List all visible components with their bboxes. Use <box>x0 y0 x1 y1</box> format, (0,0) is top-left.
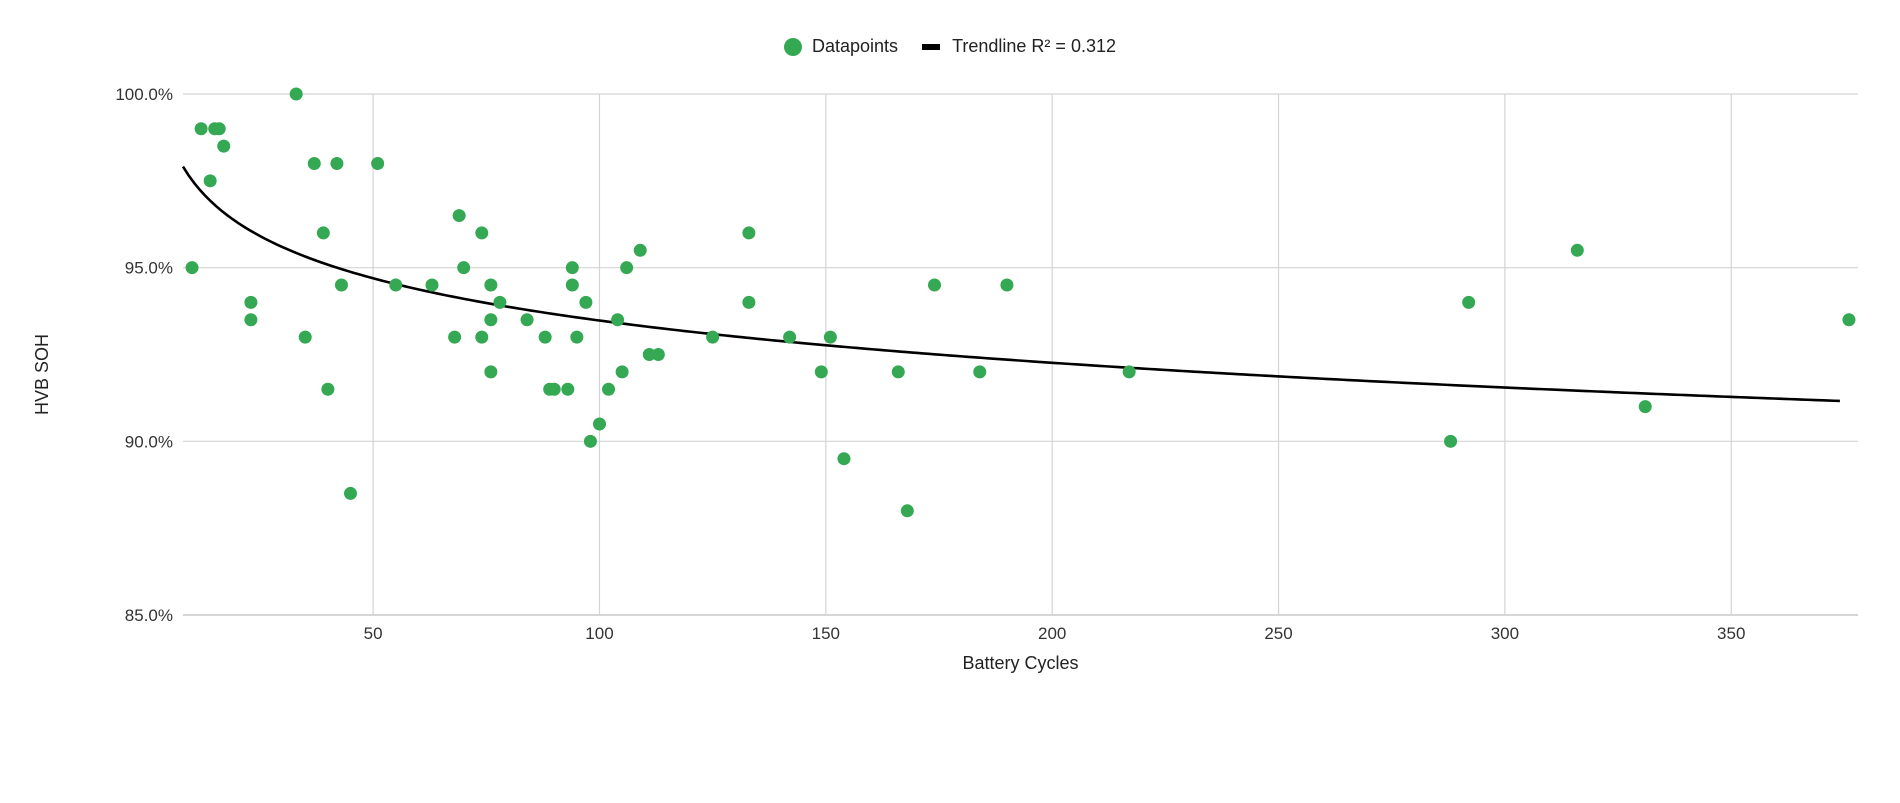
data-point[interactable] <box>1444 434 1458 448</box>
data-point[interactable] <box>334 278 348 292</box>
data-point[interactable] <box>742 295 756 309</box>
data-point[interactable] <box>565 261 579 275</box>
x-axis-ticks: 50 100 150 200 250 300 350 <box>364 624 1746 643</box>
data-point[interactable] <box>579 295 593 309</box>
data-point[interactable] <box>316 226 330 240</box>
data-point[interactable] <box>389 278 403 292</box>
data-point[interactable] <box>783 330 797 344</box>
y-axis-ticks: 85.0% 90.0% 95.0% 100.0% <box>115 85 173 625</box>
x-tick-label: 250 <box>1264 624 1292 643</box>
data-point[interactable] <box>307 156 321 170</box>
data-point[interactable] <box>520 313 534 327</box>
data-point[interactable] <box>244 295 258 309</box>
legend-marker-datapoints <box>784 37 802 56</box>
trendline <box>181 165 1840 403</box>
data-point[interactable] <box>742 226 756 240</box>
data-point[interactable] <box>484 278 498 292</box>
data-point[interactable] <box>371 156 385 170</box>
x-tick-label: 50 <box>364 624 383 643</box>
x-axis-title: Battery Cycles <box>962 653 1078 673</box>
data-point[interactable] <box>321 382 335 396</box>
data-point[interactable] <box>185 261 199 275</box>
data-point[interactable] <box>344 486 357 500</box>
data-point[interactable] <box>565 278 579 292</box>
data-point[interactable] <box>448 330 462 344</box>
data-point[interactable] <box>484 365 498 379</box>
x-tick-label: 300 <box>1491 624 1519 643</box>
data-point[interactable] <box>1462 295 1476 309</box>
x-tick-label: 350 <box>1717 624 1745 643</box>
data-point[interactable] <box>212 122 226 136</box>
data-point[interactable] <box>823 330 837 344</box>
legend-marker-trendline <box>922 43 941 50</box>
data-point[interactable] <box>1000 278 1014 292</box>
data-point[interactable] <box>706 330 720 344</box>
data-point[interactable] <box>592 417 606 431</box>
data-point[interactable] <box>561 382 575 396</box>
x-tick-label: 150 <box>812 624 840 643</box>
data-point[interactable] <box>611 313 625 327</box>
data-point[interactable] <box>493 295 507 309</box>
data-point[interactable] <box>642 348 656 361</box>
data-point[interactable] <box>583 434 597 448</box>
data-point[interactable] <box>203 174 217 188</box>
data-point[interactable] <box>570 330 584 344</box>
data-point[interactable] <box>289 87 303 101</box>
x-tick-label: 200 <box>1038 624 1066 643</box>
data-point[interactable] <box>651 348 665 361</box>
data-point[interactable] <box>1842 313 1856 327</box>
data-point[interactable] <box>217 139 231 153</box>
data-point[interactable] <box>484 313 498 327</box>
data-point[interactable] <box>900 504 914 518</box>
legend-label-datapoints: Datapoints <box>812 36 899 56</box>
data-point[interactable] <box>547 382 561 396</box>
x-tick-label: 100 <box>585 624 613 643</box>
data-point[interactable] <box>1638 400 1652 414</box>
y-tick-label: 95.0% <box>125 259 173 278</box>
legend-item-datapoints[interactable]: Datapoints <box>784 36 898 57</box>
data-point[interactable] <box>615 365 629 379</box>
data-point[interactable] <box>425 278 439 292</box>
data-point[interactable] <box>194 122 208 136</box>
data-point[interactable] <box>633 243 647 257</box>
data-point[interactable] <box>620 261 634 275</box>
data-point[interactable] <box>298 330 312 344</box>
legend: Datapoints Trendline R² = 0.312 <box>0 36 1900 57</box>
data-point[interactable] <box>475 330 489 344</box>
data-point[interactable] <box>1122 365 1136 379</box>
data-point[interactable] <box>330 156 344 170</box>
legend-label-trendline: Trendline R² = 0.312 <box>952 36 1116 56</box>
data-points <box>185 87 1856 518</box>
data-point[interactable] <box>475 226 489 240</box>
data-point[interactable] <box>837 452 851 466</box>
y-tick-label: 85.0% <box>125 606 173 625</box>
data-point[interactable] <box>891 365 905 379</box>
data-point[interactable] <box>244 313 258 327</box>
data-point[interactable] <box>602 382 616 396</box>
data-point[interactable] <box>1570 243 1584 257</box>
trendline-path <box>181 165 1840 403</box>
y-axis-title: HVB SOH <box>32 334 52 415</box>
gridlines <box>183 93 1858 616</box>
y-tick-label: 100.0% <box>115 85 173 104</box>
data-point[interactable] <box>927 278 941 292</box>
y-tick-label: 90.0% <box>125 432 173 451</box>
data-point[interactable] <box>814 365 828 379</box>
data-point[interactable] <box>538 330 552 344</box>
data-point[interactable] <box>973 365 987 379</box>
data-point[interactable] <box>452 209 466 223</box>
legend-item-trendline[interactable]: Trendline R² = 0.312 <box>922 36 1116 57</box>
data-point[interactable] <box>457 261 471 275</box>
